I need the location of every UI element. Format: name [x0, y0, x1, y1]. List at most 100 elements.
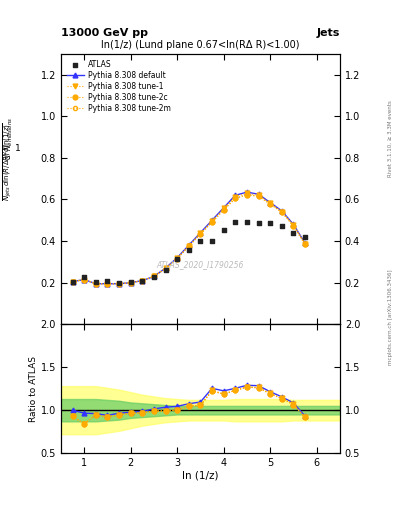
Legend: ATLAS, Pythia 8.308 default, Pythia 8.308 tune-1, Pythia 8.308 tune-2c, Pythia 8: ATLAS, Pythia 8.308 default, Pythia 8.30… — [65, 57, 173, 115]
Text: 13000 GeV pp: 13000 GeV pp — [61, 28, 148, 38]
Text: ATLAS_2020_I1790256: ATLAS_2020_I1790256 — [157, 260, 244, 269]
Pythia 8.308 default — [210, 217, 215, 223]
Pythia 8.308 tune-2m — [117, 281, 121, 287]
Pythia 8.308 tune-2c — [70, 279, 75, 285]
Pythia 8.308 tune-2c — [303, 241, 307, 247]
Pythia 8.308 tune-2m — [244, 191, 249, 198]
Pythia 8.308 tune-2m — [186, 243, 191, 249]
Pythia 8.308 tune-1 — [82, 276, 86, 283]
Pythia 8.308 default — [221, 205, 226, 211]
ATLAS — [139, 276, 145, 285]
Pythia 8.308 default — [94, 281, 98, 287]
Pythia 8.308 tune-2c — [152, 273, 156, 280]
Pythia 8.308 tune-2m — [163, 266, 168, 272]
Pythia 8.308 tune-2c — [82, 276, 86, 283]
Pythia 8.308 default — [70, 279, 75, 285]
Pythia 8.308 default — [163, 265, 168, 271]
Pythia 8.308 tune-1 — [291, 222, 296, 228]
Title: ln(1/z) (Lund plane 0.67<ln(RΔ R)<1.00): ln(1/z) (Lund plane 0.67<ln(RΔ R)<1.00) — [101, 40, 300, 50]
ATLAS — [104, 276, 110, 285]
Pythia 8.308 default — [279, 208, 284, 214]
Pythia 8.308 tune-2c — [117, 281, 121, 287]
ATLAS — [302, 233, 308, 241]
Pythia 8.308 tune-2c — [291, 223, 296, 229]
Pythia 8.308 tune-2c — [175, 255, 180, 262]
Pythia 8.308 default — [256, 191, 261, 197]
Pythia 8.308 tune-1 — [279, 208, 284, 215]
ATLAS — [81, 273, 87, 282]
Pythia 8.308 tune-1 — [210, 218, 215, 224]
Pythia 8.308 tune-2c — [94, 281, 98, 287]
Pythia 8.308 tune-2m — [210, 219, 215, 225]
ATLAS — [93, 278, 99, 286]
Pythia 8.308 tune-2m — [70, 279, 75, 285]
Pythia 8.308 default — [186, 242, 191, 248]
Pythia 8.308 tune-2c — [163, 266, 168, 272]
Pythia 8.308 tune-1 — [152, 273, 156, 280]
X-axis label: ln (1/z): ln (1/z) — [182, 471, 219, 481]
Pythia 8.308 tune-1 — [94, 281, 98, 287]
Pythia 8.308 tune-1 — [140, 278, 145, 284]
Line: Pythia 8.308 tune-1: Pythia 8.308 tune-1 — [70, 191, 307, 286]
Pythia 8.308 tune-2c — [221, 207, 226, 213]
Pythia 8.308 default — [175, 254, 180, 261]
Pythia 8.308 default — [291, 221, 296, 227]
Pythia 8.308 tune-1 — [303, 241, 307, 247]
Pythia 8.308 default — [303, 240, 307, 246]
Pythia 8.308 tune-2c — [198, 231, 203, 237]
Pythia 8.308 tune-1 — [244, 190, 249, 196]
Pythia 8.308 tune-2c — [268, 201, 273, 207]
Pythia 8.308 tune-2m — [221, 207, 226, 213]
Pythia 8.308 tune-2m — [291, 223, 296, 229]
Pythia 8.308 tune-1 — [105, 281, 110, 287]
Pythia 8.308 tune-2m — [128, 280, 133, 286]
Pythia 8.308 tune-2m — [82, 276, 86, 283]
Text: $d^2 N_{emissions}$: $d^2 N_{emissions}$ — [1, 117, 15, 160]
Text: 1: 1 — [15, 144, 20, 153]
ATLAS — [162, 266, 169, 274]
Pythia 8.308 tune-1 — [256, 192, 261, 198]
Pythia 8.308 default — [117, 281, 121, 287]
Y-axis label: Ratio to ATLAS: Ratio to ATLAS — [29, 356, 38, 422]
Pythia 8.308 tune-2c — [105, 281, 110, 287]
Pythia 8.308 default — [105, 281, 110, 287]
Pythia 8.308 tune-1 — [198, 230, 203, 236]
Pythia 8.308 tune-2c — [186, 243, 191, 249]
Pythia 8.308 tune-1 — [163, 265, 168, 271]
Pythia 8.308 default — [128, 280, 133, 286]
Pythia 8.308 tune-2m — [256, 193, 261, 199]
Text: Rivet 3.1.10, ≥ 3.3M events: Rivet 3.1.10, ≥ 3.3M events — [388, 100, 393, 177]
Pythia 8.308 tune-2m — [268, 201, 273, 207]
ATLAS — [197, 237, 204, 245]
ATLAS — [279, 222, 285, 230]
Pythia 8.308 tune-1 — [175, 255, 180, 261]
Pythia 8.308 tune-1 — [233, 194, 238, 200]
ATLAS — [290, 229, 297, 237]
Pythia 8.308 default — [244, 189, 249, 195]
ATLAS — [116, 279, 122, 287]
Pythia 8.308 default — [198, 230, 203, 236]
ATLAS — [255, 219, 262, 227]
Pythia 8.308 tune-2c — [210, 219, 215, 225]
Pythia 8.308 tune-2m — [198, 231, 203, 237]
Pythia 8.308 default — [233, 192, 238, 198]
Pythia 8.308 tune-2c — [140, 278, 145, 284]
Pythia 8.308 tune-1 — [117, 281, 121, 287]
Pythia 8.308 tune-2m — [233, 195, 238, 201]
Pythia 8.308 tune-1 — [70, 279, 75, 285]
Pythia 8.308 tune-2m — [175, 255, 180, 262]
ATLAS — [267, 219, 274, 227]
Pythia 8.308 tune-1 — [268, 200, 273, 206]
Pythia 8.308 tune-1 — [128, 280, 133, 286]
Line: Pythia 8.308 tune-2c: Pythia 8.308 tune-2c — [70, 192, 307, 286]
Pythia 8.308 tune-2c — [128, 280, 133, 286]
Pythia 8.308 tune-2m — [94, 281, 98, 287]
ATLAS — [244, 218, 250, 226]
Pythia 8.308 tune-2m — [152, 273, 156, 280]
Line: Pythia 8.308 tune-2m: Pythia 8.308 tune-2m — [70, 193, 307, 286]
Pythia 8.308 tune-2c — [233, 195, 238, 201]
ATLAS — [151, 273, 157, 282]
Pythia 8.308 tune-2m — [279, 209, 284, 216]
Pythia 8.308 tune-2m — [140, 278, 145, 284]
Pythia 8.308 default — [152, 273, 156, 280]
